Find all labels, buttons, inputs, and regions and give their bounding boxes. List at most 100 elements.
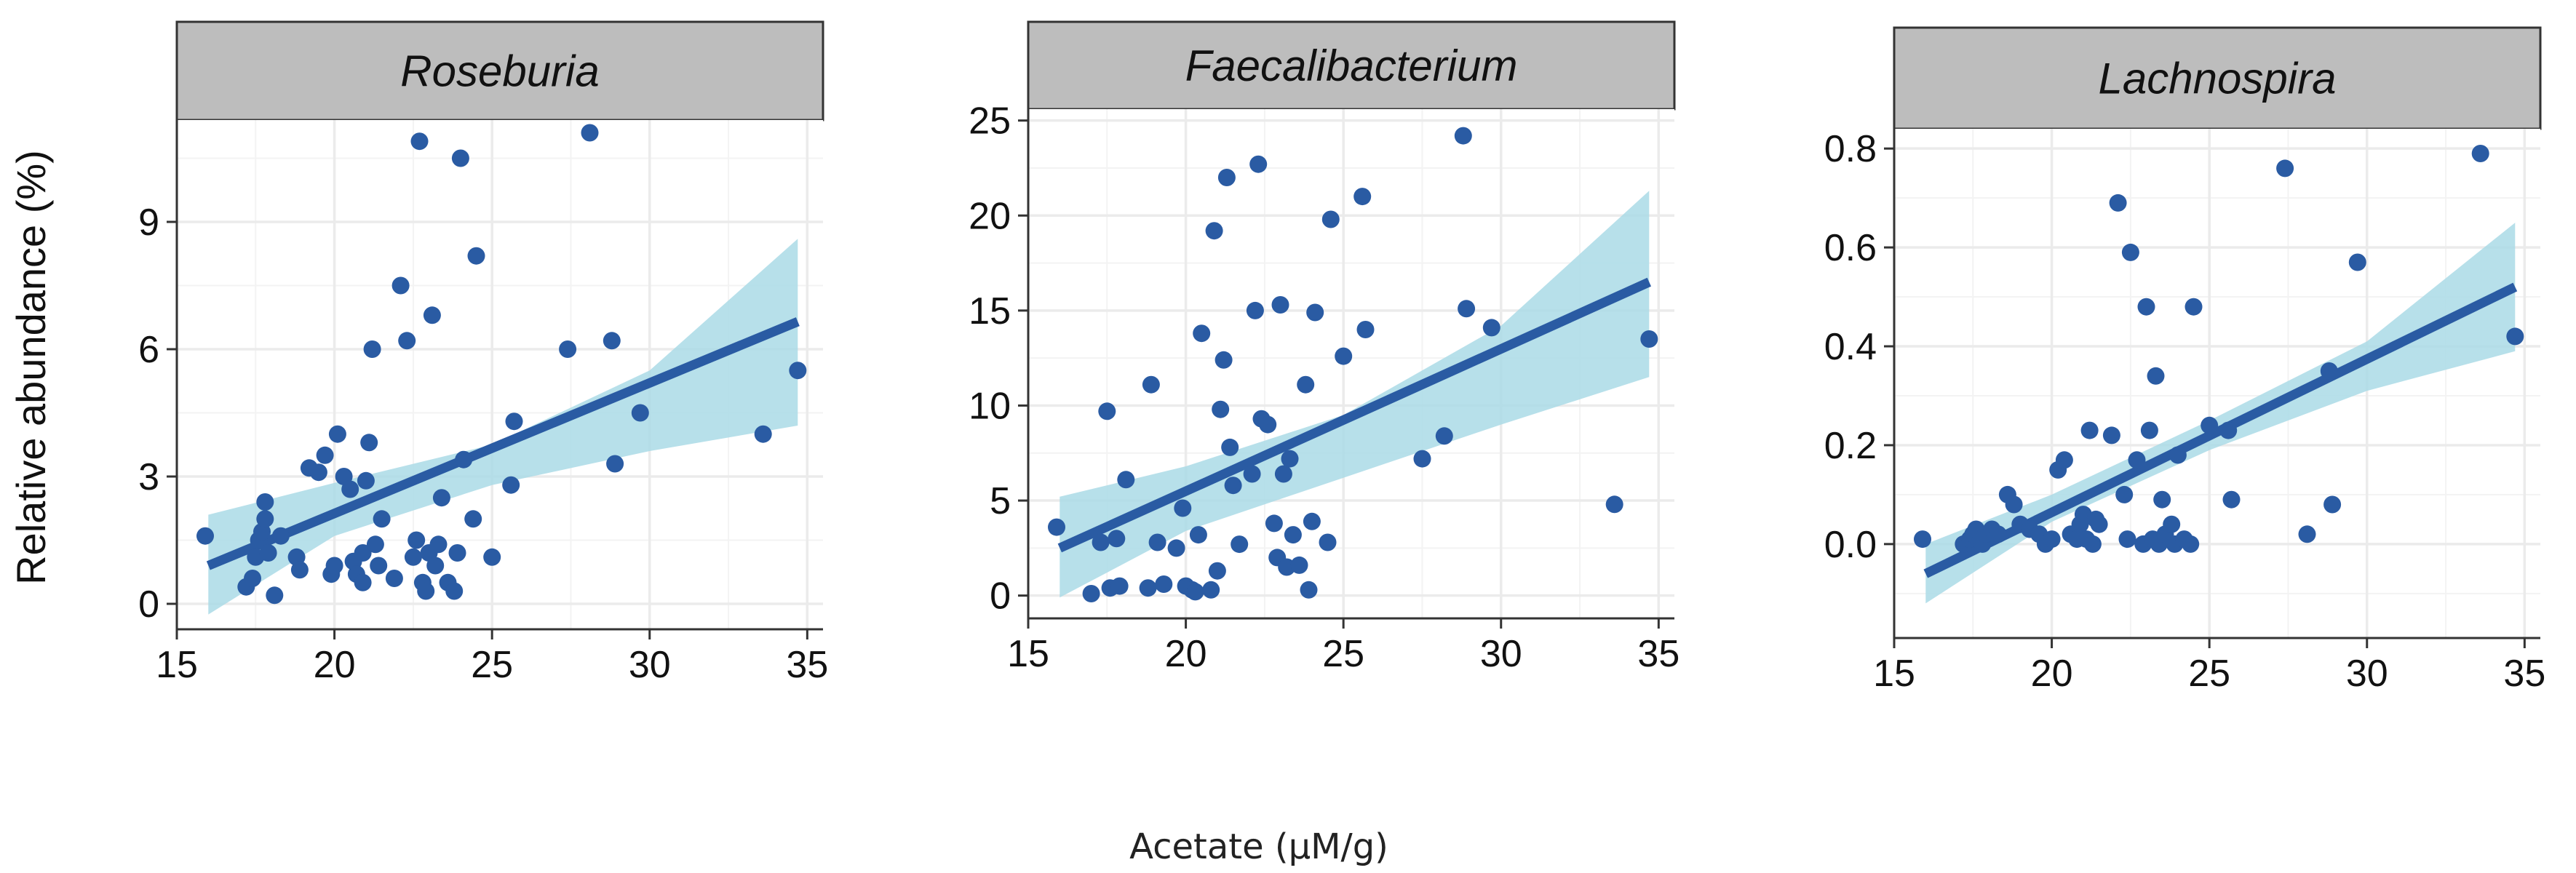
data-point [2201, 416, 2219, 434]
data-point [1231, 535, 1249, 554]
points [196, 124, 807, 605]
data-point [2043, 530, 2061, 549]
data-point [325, 557, 343, 575]
data-point [1306, 303, 1324, 322]
data-point [2168, 446, 2187, 464]
data-point [1335, 347, 1353, 365]
data-point [2083, 535, 2102, 553]
data-point [606, 455, 624, 473]
data-point [2182, 535, 2200, 553]
data-point [404, 548, 422, 566]
data-point [410, 132, 429, 151]
data-point [1189, 526, 1207, 544]
data-point [2140, 421, 2158, 439]
data-point [271, 527, 290, 545]
y-tick-label: 0.8 [1824, 128, 1877, 170]
panel-strip [1893, 26, 2542, 130]
data-point [1458, 300, 1476, 318]
data-point [1243, 465, 1261, 483]
data-point [256, 510, 274, 528]
data-point [581, 124, 599, 142]
data-point [1224, 477, 1242, 495]
data-point [1989, 525, 2007, 543]
data-point [1205, 222, 1223, 240]
data-point [1482, 319, 1500, 337]
x-tick-label: 30 [1480, 633, 1522, 675]
data-point [1148, 533, 1166, 551]
data-point [370, 557, 388, 575]
data-point [256, 493, 274, 511]
data-point [1098, 402, 1116, 420]
data-point [1290, 556, 1308, 574]
x-tick-label: 35 [2503, 653, 2545, 695]
data-point [316, 446, 334, 464]
data-point [2055, 451, 2073, 469]
data-point [398, 332, 416, 350]
data-point [2320, 362, 2338, 380]
data-point [559, 340, 577, 358]
data-point [789, 362, 807, 380]
data-point [2298, 525, 2316, 543]
data-point [1353, 188, 1372, 206]
data-point [2109, 194, 2127, 212]
x-axis-title: Acetate (µM/g) [1129, 826, 1388, 867]
regression-line [1057, 277, 1652, 553]
data-point [2102, 426, 2120, 445]
x-tick-label: 30 [629, 644, 671, 686]
data-point [373, 510, 391, 528]
data-point [1221, 438, 1239, 456]
data-point [417, 582, 435, 600]
panel-title: Lachnospira [2099, 55, 2337, 103]
y-tick-label: 0.6 [1824, 227, 1877, 269]
panel-1: Roseburia 15 20 25 30 35 0 3 6 9 [138, 20, 828, 686]
y-tick-label: 25 [969, 100, 1011, 143]
data-point [360, 434, 378, 452]
data-point [1321, 210, 1340, 228]
x-tick-label: 25 [471, 644, 513, 686]
x-tick-label: 20 [2031, 653, 2073, 695]
data-point [451, 149, 469, 167]
data-point [1215, 351, 1233, 369]
data-point [1092, 533, 1110, 551]
points [1914, 145, 2524, 553]
y-tick-label: 0.2 [1824, 425, 1877, 467]
data-point [1274, 465, 1292, 483]
plot-area [1894, 129, 2540, 638]
data-point [1208, 562, 1226, 580]
data-point [2147, 367, 2165, 385]
data-point [1108, 530, 1126, 548]
data-point [426, 557, 445, 575]
data-point [2506, 327, 2524, 346]
panel-title: Roseburia [400, 47, 600, 96]
x-tick-label: 30 [2346, 653, 2388, 695]
x-tick-label: 20 [314, 644, 356, 686]
data-point [1435, 427, 1453, 445]
data-point [483, 548, 501, 566]
data-point [259, 544, 277, 562]
data-point [1319, 533, 1337, 551]
data-point [2323, 495, 2342, 514]
y-tick-label: 9 [138, 202, 159, 244]
y-tick-label: 3 [138, 456, 159, 498]
data-point [1303, 512, 1321, 530]
data-point [1110, 577, 1129, 595]
data-point [2137, 298, 2155, 316]
data-point [2276, 159, 2294, 178]
data-point [502, 476, 520, 494]
data-point [1174, 499, 1192, 517]
y-axis-title: Relative abundance (%) [8, 150, 54, 585]
y-tick-label: 6 [138, 329, 159, 371]
data-point [2222, 490, 2241, 509]
data-point [2185, 298, 2203, 316]
data-point [354, 573, 372, 591]
y-tick-label: 10 [969, 385, 1011, 427]
data-point [363, 340, 381, 358]
data-point [1297, 375, 1315, 394]
data-point [2121, 243, 2139, 261]
x-tick-label: 35 [1637, 633, 1679, 675]
data-point [1217, 169, 1236, 186]
x-tick-label: 35 [786, 644, 828, 686]
data-point [423, 306, 441, 324]
data-point [1246, 301, 1264, 319]
